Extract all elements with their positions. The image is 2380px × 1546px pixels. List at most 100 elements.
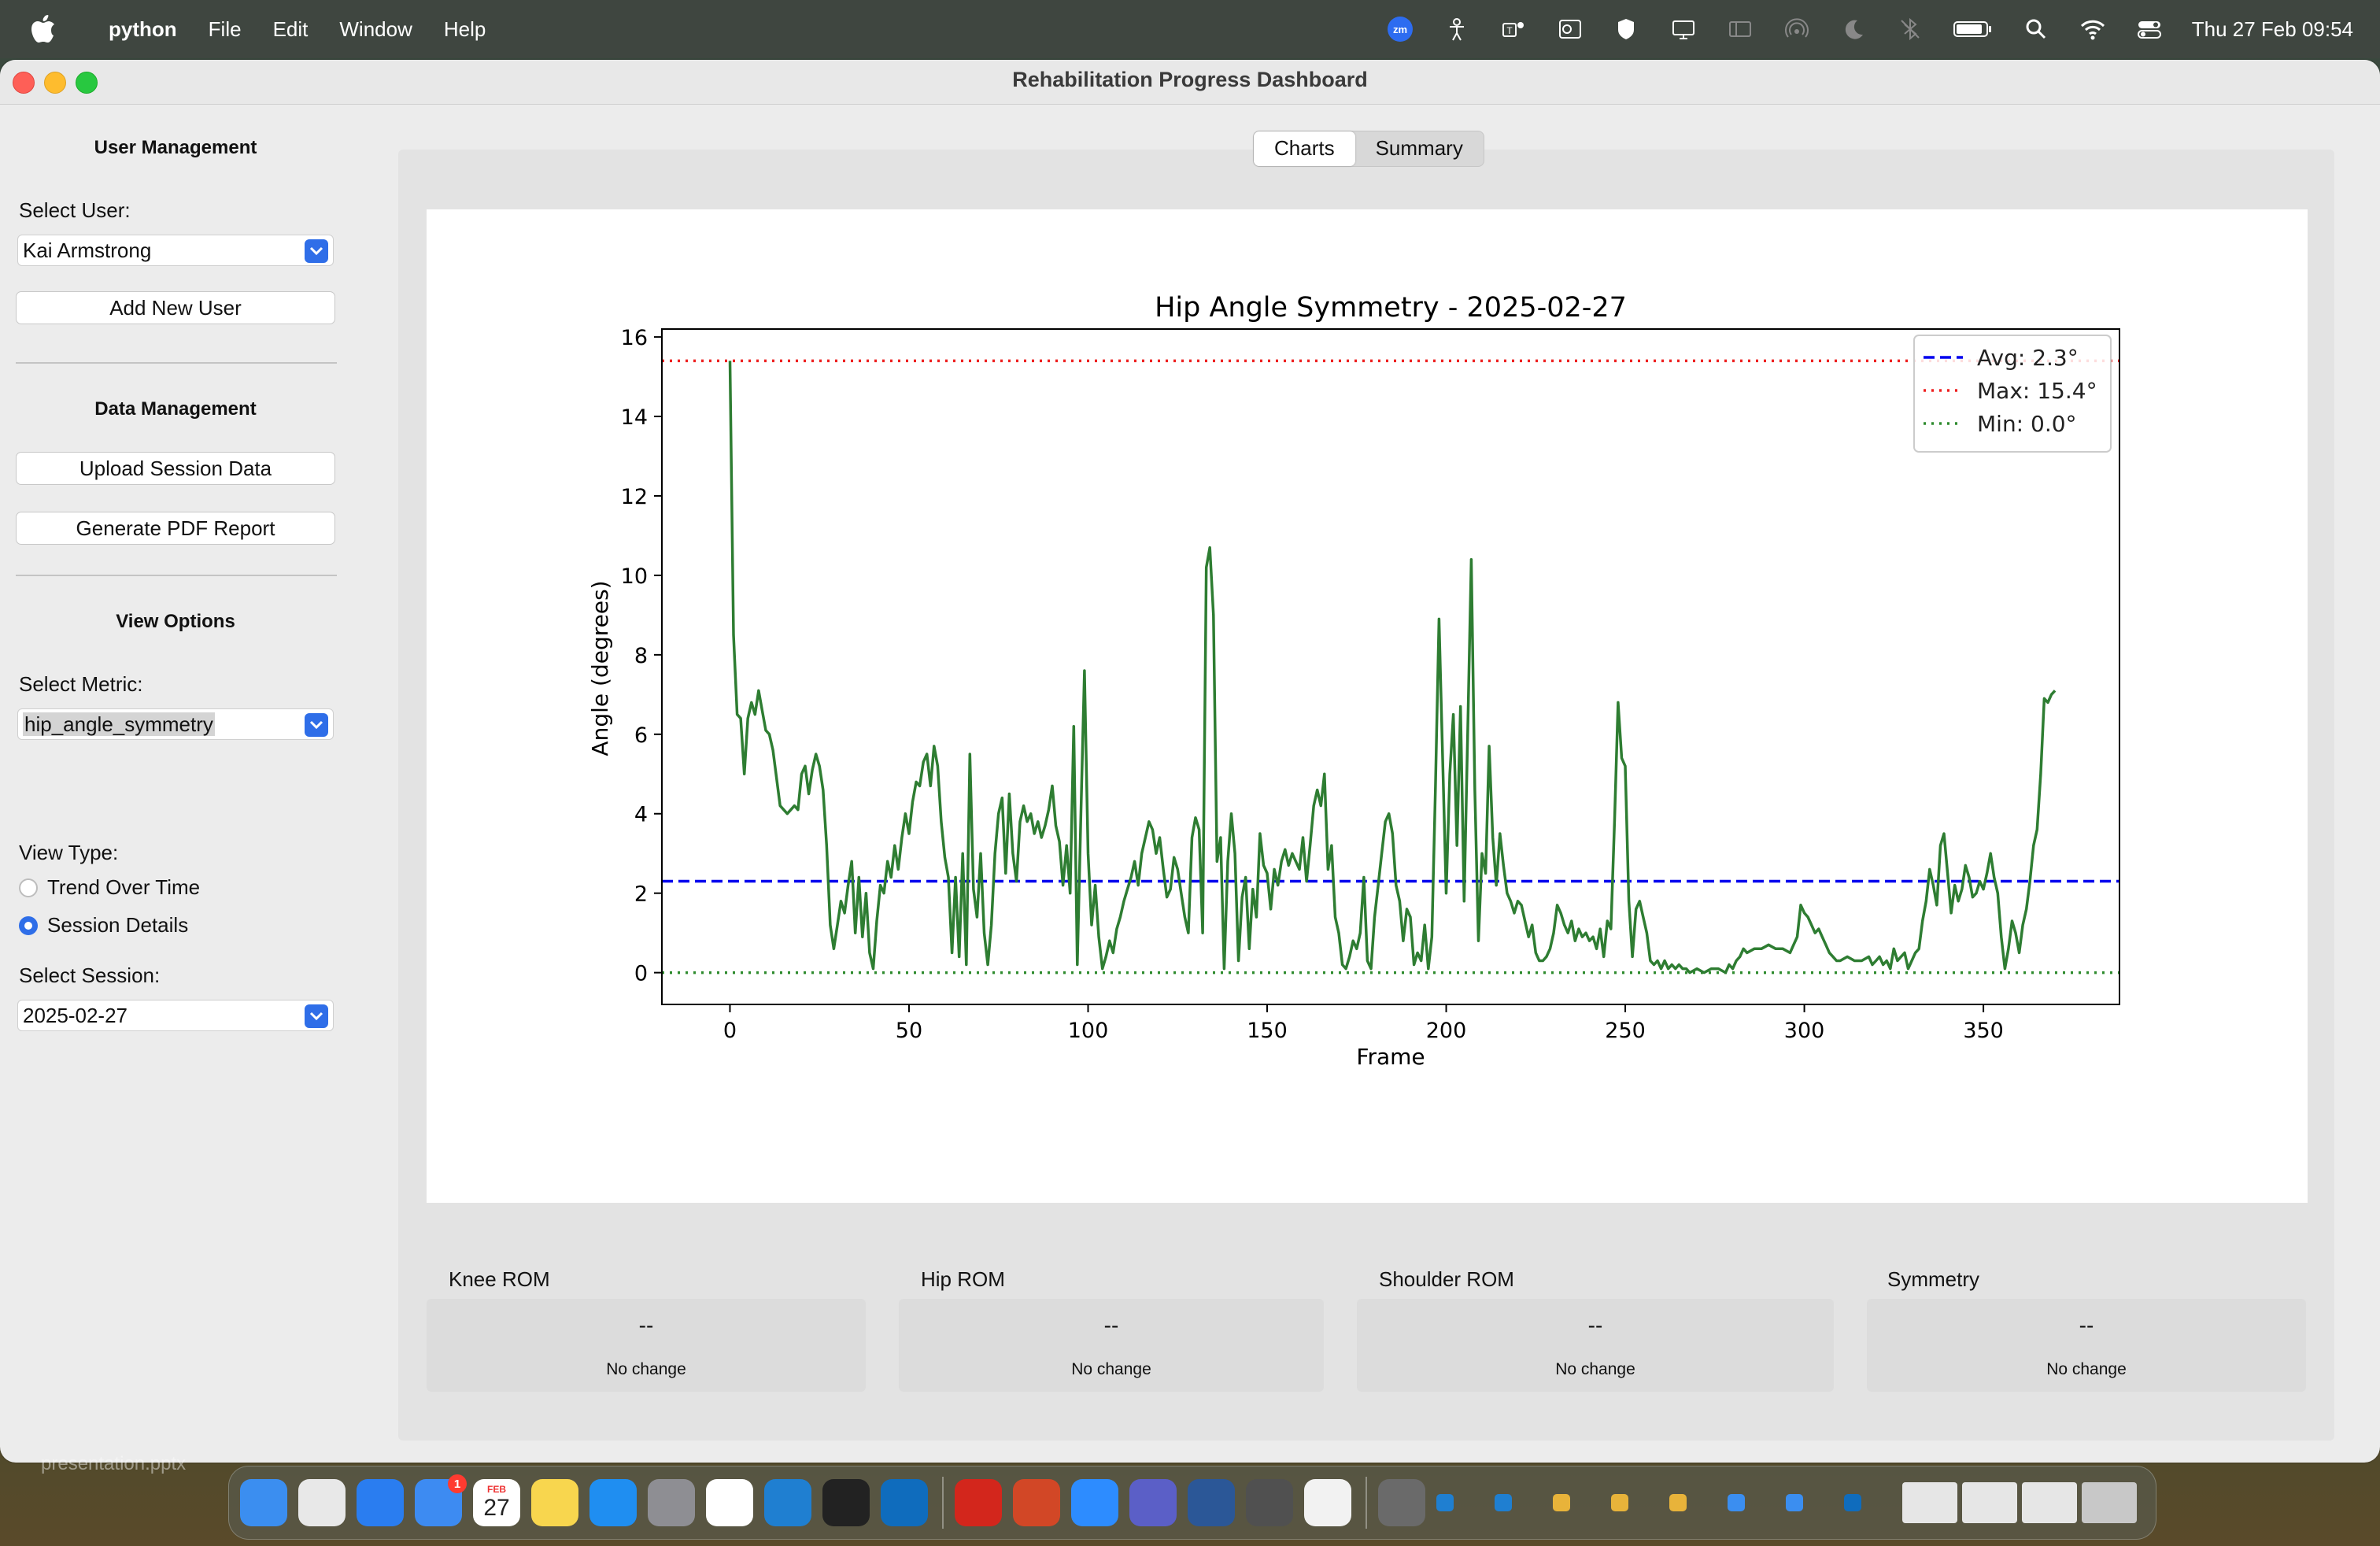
window-thumb-icon[interactable] [1962, 1482, 2017, 1523]
photo-stack-icon[interactable] [1378, 1479, 1425, 1526]
user-management-heading: User Management [94, 137, 257, 158]
calendar-day: 27 [483, 1495, 510, 1521]
launchpad-icon[interactable] [298, 1479, 346, 1526]
wifi-icon[interactable] [2079, 15, 2107, 43]
session-select[interactable]: 2025-02-27 [17, 1000, 334, 1031]
battery-icon[interactable] [1953, 15, 1994, 43]
calendar-icon[interactable]: FEB 27 [473, 1479, 520, 1526]
chrome-mini-icon[interactable] [1611, 1494, 1628, 1511]
zoom-icon[interactable] [1071, 1479, 1118, 1526]
calculator-icon[interactable] [1246, 1479, 1293, 1526]
safari-icon[interactable] [357, 1479, 404, 1526]
system-settings-icon[interactable] [648, 1479, 695, 1526]
tab-charts[interactable]: Charts [1254, 131, 1355, 166]
apple-icon[interactable] [30, 13, 57, 45]
plot-area-frame [661, 328, 2120, 1005]
main-panel: Charts Summary Hip Angle Symmetry - 2025… [398, 131, 2334, 1441]
symmetry-title: Symmetry [1887, 1267, 1979, 1291]
desktop-file-label[interactable]: presentation.pptx [41, 1453, 187, 1474]
vscode-icon[interactable] [764, 1479, 811, 1526]
window-thumb-icon[interactable] [1902, 1482, 1957, 1523]
divider [16, 362, 337, 364]
metric-select[interactable]: hip_angle_symmetry [17, 708, 334, 740]
legend-entry: Avg: 2.3° [1977, 345, 2079, 371]
menu-window[interactable]: Window [339, 17, 412, 41]
window-thumb-icon[interactable] [2022, 1482, 2077, 1523]
knee-rom-card: -- No change [427, 1299, 866, 1392]
notes-icon[interactable] [531, 1479, 578, 1526]
upload-session-data-button[interactable]: Upload Session Data [16, 452, 335, 485]
tab-summary[interactable]: Summary [1375, 136, 1463, 160]
finder-mini-icon[interactable] [1728, 1494, 1745, 1511]
menu-edit[interactable]: Edit [272, 17, 309, 41]
user-select[interactable]: Kai Armstrong [17, 235, 334, 266]
creative-cloud-icon[interactable] [1613, 15, 1641, 43]
vscode-mini-icon[interactable] [1495, 1494, 1512, 1511]
maximize-window-button[interactable] [76, 72, 98, 94]
accessibility-icon[interactable] [1443, 15, 1471, 43]
outlook-mini-icon[interactable] [1844, 1494, 1861, 1511]
add-new-user-button[interactable]: Add New User [16, 291, 335, 324]
finder-icon[interactable] [240, 1479, 287, 1526]
moon-icon[interactable] [1839, 15, 1868, 43]
generate-pdf-report-button[interactable]: Generate PDF Report [16, 512, 335, 545]
y-tick-label: 10 [621, 564, 648, 589]
x-tick-label: 0 [723, 1019, 737, 1043]
control-center-icon[interactable] [2135, 15, 2164, 43]
view-type-label: View Type: [19, 841, 119, 864]
y-tick-label: 14 [621, 405, 648, 430]
terminal-icon[interactable] [822, 1479, 870, 1526]
select-user-label: Select User: [19, 198, 131, 222]
mail-icon[interactable]: 1 [415, 1474, 467, 1526]
chrome-mini-icon[interactable] [1669, 1494, 1687, 1511]
airdrop-icon[interactable] [1783, 15, 1811, 43]
calendar-month: FEB [487, 1484, 506, 1495]
document-icon[interactable] [1304, 1479, 1351, 1526]
outlook-icon[interactable] [1556, 15, 1584, 43]
shoulder-rom-change: No change [1555, 1360, 1635, 1378]
powerpoint-icon[interactable] [1013, 1479, 1060, 1526]
x-tick-label: 150 [1247, 1019, 1288, 1043]
bluetooth-icon[interactable] [1896, 15, 1924, 43]
chevron-down-icon [305, 239, 328, 263]
session-details-label[interactable]: Session Details [47, 913, 189, 937]
finder-mini-icon[interactable] [1786, 1494, 1803, 1511]
teams-icon[interactable]: T [1499, 15, 1528, 43]
search-icon[interactable] [2022, 15, 2050, 43]
trash-icon[interactable] [2082, 1482, 2137, 1523]
line-chart: Hip Angle Symmetry - 2025-02-27 Frame An… [587, 292, 2120, 1070]
y-tick-label: 16 [621, 326, 648, 350]
y-axis-label: Angle (degrees) [587, 580, 613, 756]
close-window-button[interactable] [13, 72, 35, 94]
menu-app-name[interactable]: python [109, 17, 177, 41]
session-details-radio[interactable] [19, 916, 38, 935]
knee-rom-value: -- [638, 1313, 654, 1337]
chrome-mini-icon[interactable] [1553, 1494, 1570, 1511]
x-tick-label: 200 [1426, 1019, 1467, 1043]
app-store-icon[interactable] [589, 1479, 637, 1526]
hip-rom-card: -- No change [899, 1299, 1324, 1392]
teams-icon[interactable] [1129, 1479, 1177, 1526]
metric-select-value: hip_angle_symmetry [23, 712, 215, 736]
zoom-icon[interactable]: zm [1386, 15, 1414, 43]
trend-over-time-label[interactable]: Trend Over Time [47, 875, 201, 899]
word-icon[interactable] [1188, 1479, 1235, 1526]
chart-title: Hip Angle Symmetry - 2025-02-27 [1155, 292, 1627, 324]
shoulder-rom-value: -- [1587, 1313, 1603, 1337]
knee-rom-change: No change [606, 1360, 686, 1378]
display-icon[interactable] [1669, 15, 1698, 43]
menu-file[interactable]: File [208, 17, 242, 41]
acrobat-icon[interactable] [955, 1479, 1002, 1526]
menu-help[interactable]: Help [443, 17, 486, 41]
trend-over-time-radio[interactable] [19, 878, 38, 897]
outlook-icon[interactable] [881, 1479, 928, 1526]
sidebar-icon[interactable] [1726, 15, 1754, 43]
x-tick-label: 350 [1963, 1019, 2004, 1043]
minimize-window-button[interactable] [44, 72, 66, 94]
svg-text:zm: zm [1393, 24, 1407, 35]
y-tick-label: 12 [621, 485, 648, 509]
menu-clock[interactable]: Thu 27 Feb 09:54 [2191, 17, 2353, 41]
chrome-icon[interactable] [706, 1479, 753, 1526]
vscode-mini-icon[interactable] [1436, 1494, 1454, 1511]
divider [16, 575, 337, 576]
